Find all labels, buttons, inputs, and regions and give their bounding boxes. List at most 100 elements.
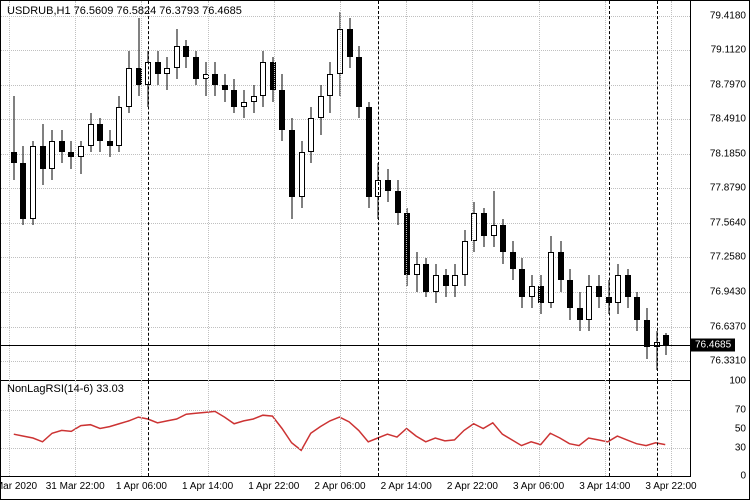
candle (299, 1, 305, 381)
gridline (539, 1, 540, 381)
candle (107, 1, 113, 381)
session-divider (609, 1, 610, 381)
candle (30, 1, 36, 381)
session-divider (148, 381, 149, 476)
price-tick: 77.8790 (710, 182, 746, 193)
candle (625, 1, 631, 381)
candle (385, 1, 391, 381)
candle (222, 1, 228, 381)
candle (59, 1, 65, 381)
ohlc-low: 76.3793 (159, 5, 199, 17)
candle (414, 1, 420, 381)
time-tick: 2 Apr 14:00 (381, 481, 432, 492)
price-panel[interactable]: USDRUB,H1 76.5609 76.5824 76.3793 76.468… (1, 1, 691, 381)
candle (634, 1, 640, 381)
indicator-line (1, 381, 690, 476)
candle (615, 1, 621, 381)
gridline (9, 1, 10, 381)
gridline (340, 381, 341, 476)
time-tick: 31 Mar 2020 (0, 481, 37, 492)
indicator-level (1, 448, 690, 449)
gridline (605, 381, 606, 476)
candle (126, 1, 132, 381)
candle (548, 1, 554, 381)
candle (20, 1, 26, 381)
time-tick: 3 Apr 06:00 (513, 481, 564, 492)
candle (260, 1, 266, 381)
candle (395, 1, 401, 381)
gridline (406, 1, 407, 381)
indicator-axis: 0305070100 (691, 381, 750, 476)
candle (164, 1, 170, 381)
current-price-marker: 76.4685 (691, 339, 735, 352)
gridline (9, 381, 10, 476)
candle (529, 1, 535, 381)
gridline (208, 1, 209, 381)
candle (289, 1, 295, 381)
indicator-tick: 100 (729, 376, 746, 387)
gridline (75, 1, 76, 381)
session-divider (657, 381, 658, 476)
indicator-tick: 70 (735, 404, 746, 415)
time-tick: 2 Apr 22:00 (447, 481, 498, 492)
gridline (472, 1, 473, 381)
price-tick: 78.4910 (710, 114, 746, 125)
candle (481, 1, 487, 381)
symbol-name: USDRUB (7, 5, 53, 17)
candle (519, 1, 525, 381)
candle (558, 1, 564, 381)
price-axis: 79.418079.112078.797078.491078.185077.87… (691, 1, 750, 381)
indicator-tick: 50 (735, 423, 746, 434)
gridline (671, 1, 672, 381)
price-tick: 79.4180 (710, 10, 746, 21)
candle (663, 1, 669, 381)
candle (491, 1, 497, 381)
ohlc-open: 76.5609 (74, 5, 114, 17)
current-price-line (1, 345, 690, 346)
candle (318, 1, 324, 381)
candle (567, 1, 573, 381)
candle (11, 1, 17, 381)
session-divider (148, 1, 149, 381)
ohlc-high: 76.5824 (116, 5, 156, 17)
gridline (141, 1, 142, 381)
candle (433, 1, 439, 381)
price-tick: 76.3310 (710, 355, 746, 366)
time-tick: 1 Apr 22:00 (248, 481, 299, 492)
candle (500, 1, 506, 381)
chart-container: USDRUB,H1 76.5609 76.5824 76.3793 76.468… (0, 0, 750, 500)
session-divider (657, 1, 658, 381)
current-price-value: 76.4685 (695, 340, 731, 351)
candle (308, 1, 314, 381)
candle (251, 1, 257, 381)
candle (97, 1, 103, 381)
time-tick: 3 Apr 14:00 (579, 481, 630, 492)
price-tick: 78.7970 (710, 80, 746, 91)
time-tick: 1 Apr 14:00 (182, 481, 233, 492)
indicator-params: (14-6) (64, 383, 93, 395)
gridline (274, 1, 275, 381)
gridline (539, 381, 540, 476)
symbol-title: USDRUB,H1 76.5609 76.5824 76.3793 76.468… (7, 5, 242, 17)
candle (174, 1, 180, 381)
timeframe-label: H1 (57, 5, 71, 17)
time-tick: 3 Apr 22:00 (645, 481, 696, 492)
candle (183, 1, 189, 381)
candle (68, 1, 74, 381)
candle (116, 1, 122, 381)
gridline (406, 381, 407, 476)
candle (231, 1, 237, 381)
candle (510, 1, 516, 381)
gridline (274, 381, 275, 476)
candle (212, 1, 218, 381)
candle (423, 1, 429, 381)
price-tick: 78.1850 (710, 148, 746, 159)
candle (452, 1, 458, 381)
candle (644, 1, 650, 381)
indicator-panel[interactable]: NonLagRSI(14-6) 33.03 (1, 381, 691, 476)
indicator-name: NonLagRSI (7, 383, 64, 395)
ohlc-close: 76.4685 (202, 5, 242, 17)
candle (327, 1, 333, 381)
candle (279, 1, 285, 381)
candle (462, 1, 468, 381)
